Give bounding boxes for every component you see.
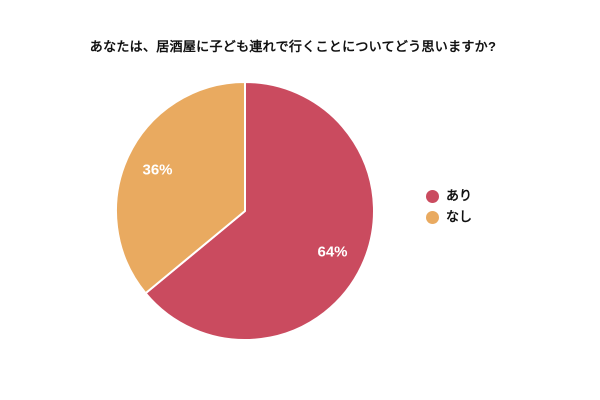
slice-percentage-label-2: 36% — [142, 161, 172, 178]
legend-marker-circle-icon — [426, 210, 439, 224]
pie-slice-1 — [144, 81, 375, 341]
chart-legend: あり なし — [426, 189, 472, 231]
legend-label: あり — [446, 188, 473, 203]
chart-title: あなたは、居酒屋に子ども連れで行くことについてどう思いますか? — [89, 39, 497, 54]
legend-marker-circle-icon — [426, 189, 439, 203]
legend-item-1: あり — [426, 189, 472, 203]
legend-label: なし — [446, 209, 473, 224]
pie-slice-2 — [115, 81, 246, 295]
legend-item-2: なし — [426, 210, 472, 224]
slice-percentage-label-1: 64% — [317, 244, 347, 261]
